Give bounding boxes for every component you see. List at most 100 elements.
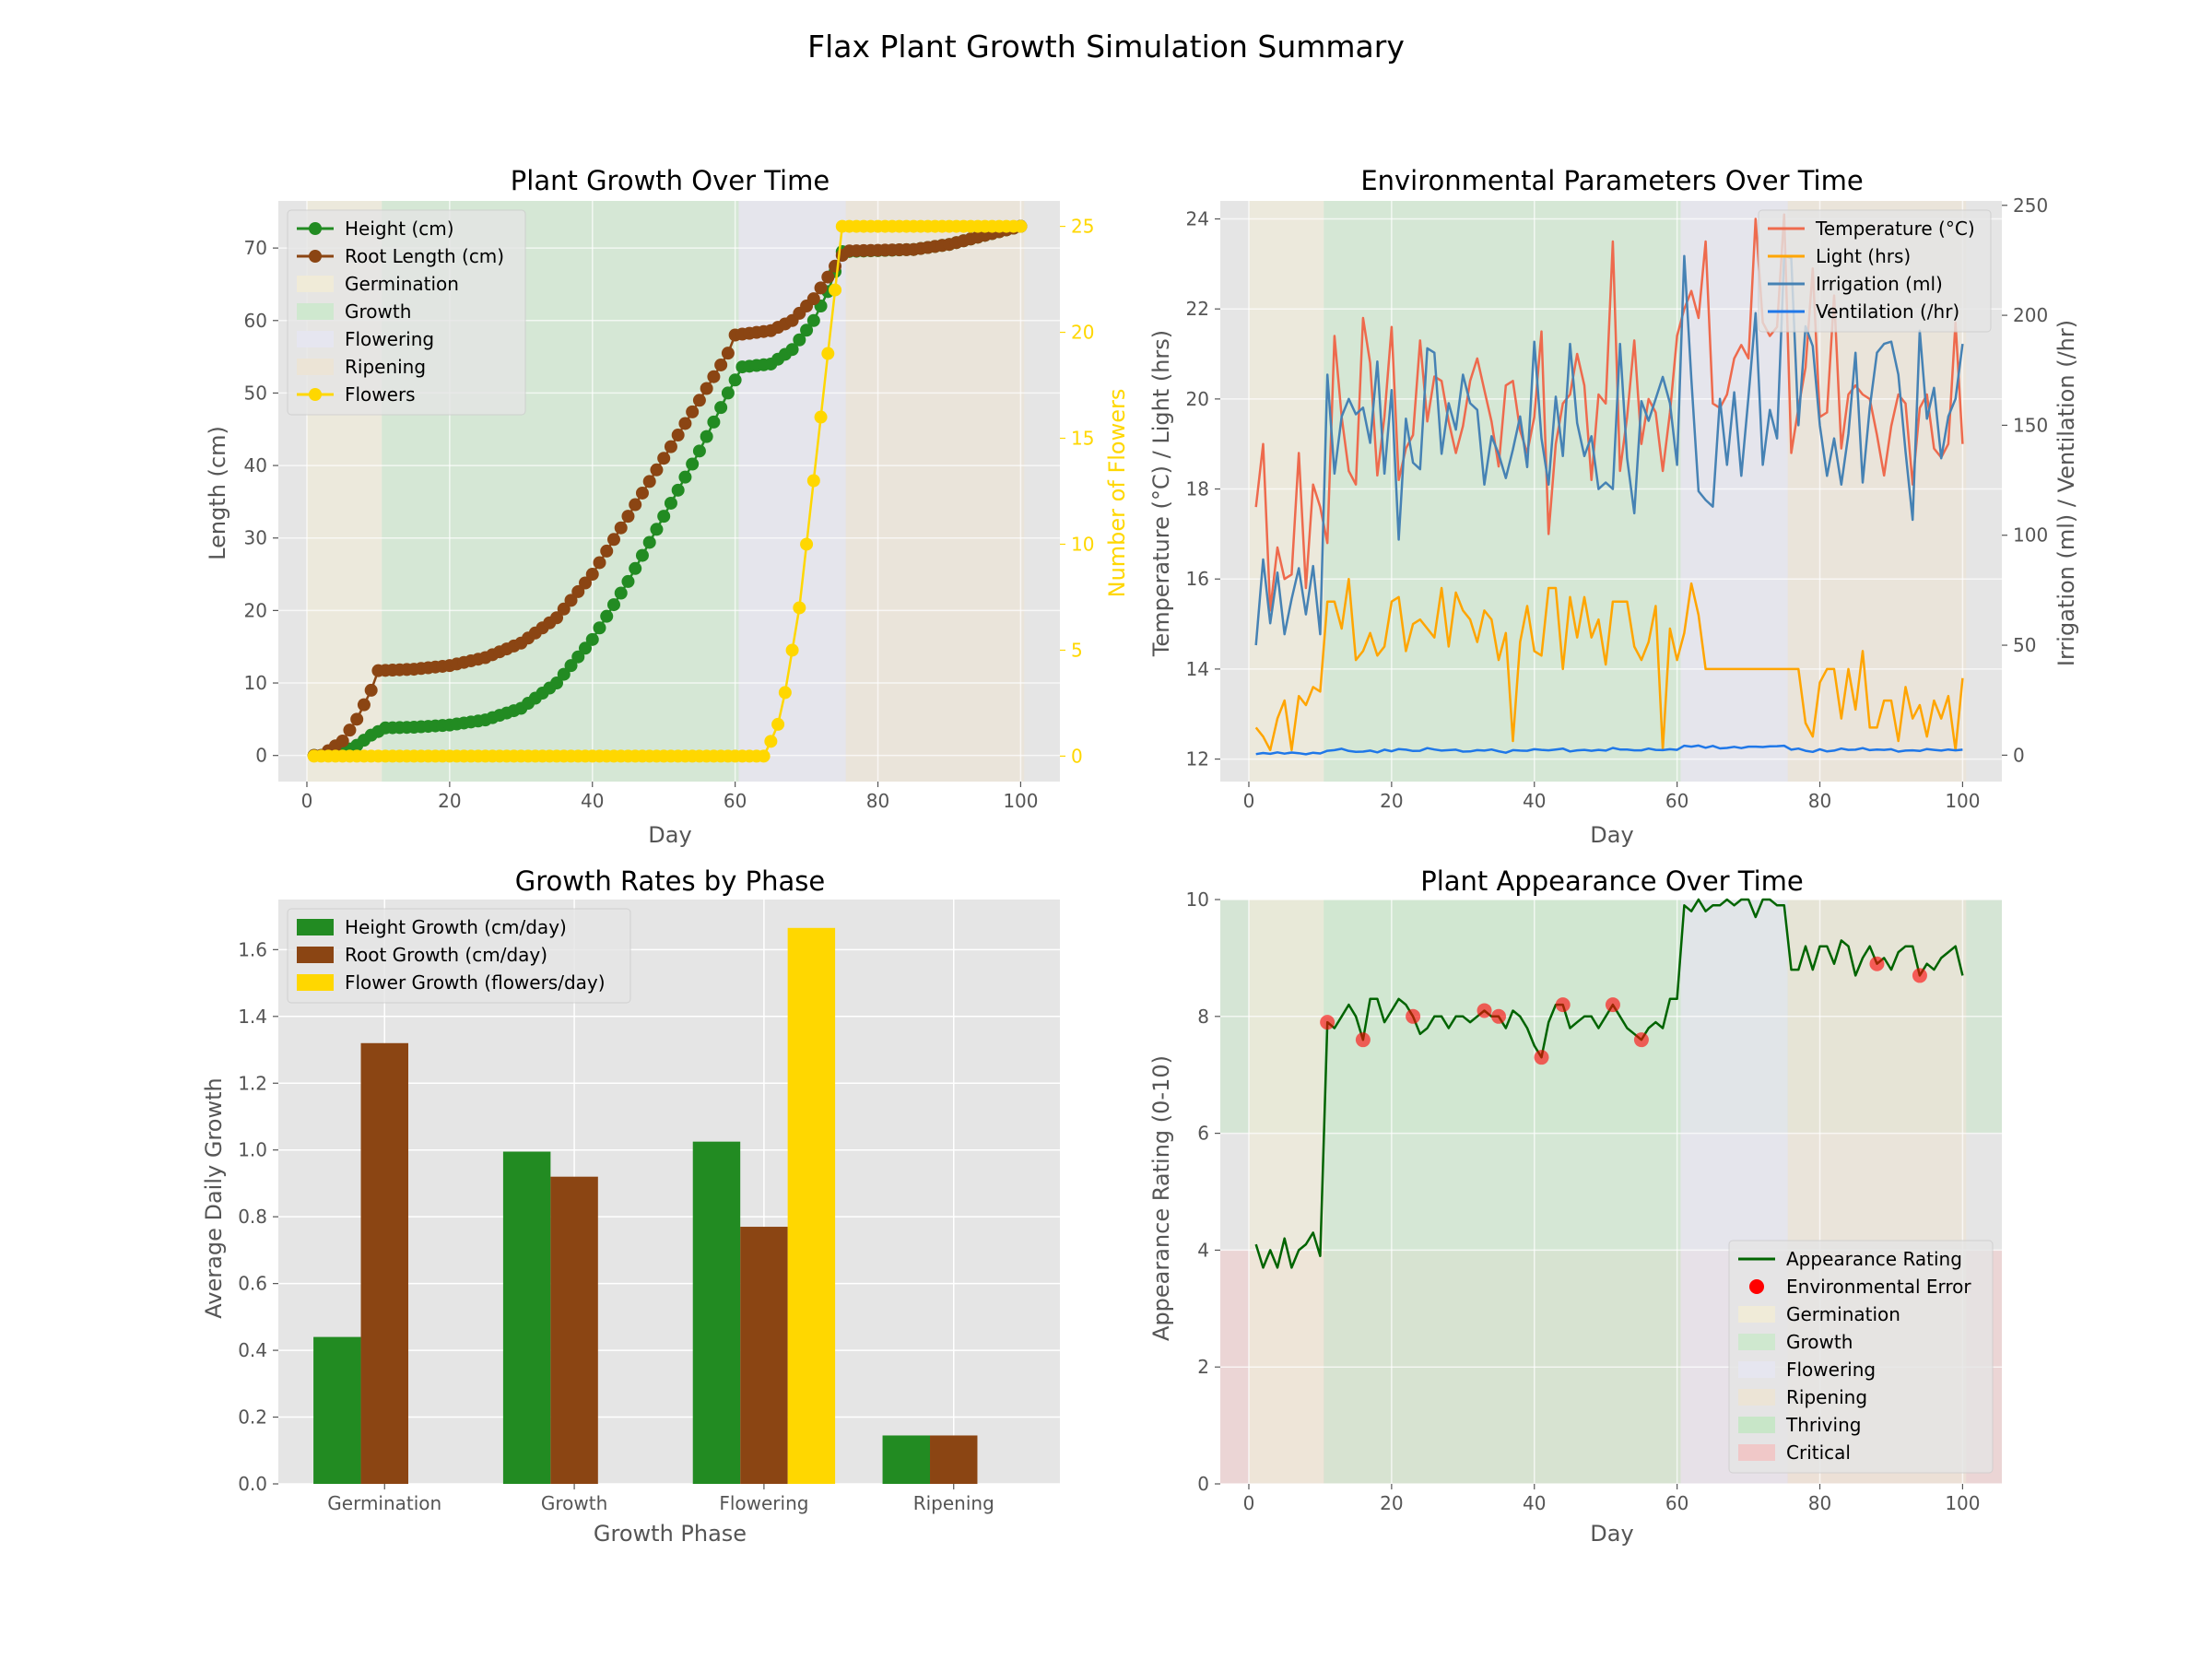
category-label-ripening: Ripening <box>913 1492 994 1514</box>
data-point-root-length-cm <box>714 358 728 371</box>
growth-rates-ytick-label: 1.2 <box>238 1072 267 1094</box>
series-line-temperature-c <box>1254 213 1964 612</box>
growth-rates-legend-entry: Flower Growth (flowers/day) <box>345 971 606 994</box>
bar-flower-growth-flowers-day <box>787 927 836 1484</box>
plant-growth-legend-swatch-patch <box>297 359 334 375</box>
data-point-root-length-cm <box>806 292 820 306</box>
data-point-flowers <box>771 717 785 731</box>
bar-root-growth-cm-day <box>740 1227 788 1484</box>
data-point-root-length-cm <box>700 382 713 395</box>
data-point-height-cm <box>564 659 578 673</box>
environmental-error-point <box>1477 1003 1492 1018</box>
data-point-flowers <box>814 410 828 424</box>
environmental-error-point <box>1406 1008 1421 1024</box>
plant-growth-ytick-right-label: 25 <box>1071 216 1094 238</box>
data-point-root-length-cm <box>593 556 606 570</box>
data-point-root-length-cm <box>600 544 614 558</box>
environment-xtick-label: 40 <box>1523 790 1546 812</box>
appearance-legend-entry: Germination <box>1786 1303 1900 1325</box>
data-point-root-length-cm <box>721 347 735 360</box>
data-point-root-length-cm <box>350 712 364 726</box>
appearance-legend-swatch-patch <box>1738 1361 1775 1378</box>
data-point-height-cm <box>671 483 685 497</box>
data-point-root-length-cm <box>657 452 671 465</box>
data-point-root-length-cm <box>335 734 349 747</box>
environment-layer: 0 20 40 60 80 100 12 14 16 18 20 22 24 0 50 100 150 200 25… <box>1186 194 2049 812</box>
plant-growth-xlabel: Day <box>648 822 691 848</box>
bar-height-growth-cm-day <box>882 1435 931 1484</box>
plant-growth-ytick-right-label: 20 <box>1071 322 1094 344</box>
environment-ytick-right-label: 250 <box>2013 194 2048 217</box>
appearance-legend-entry: Ripening <box>1786 1386 1867 1408</box>
environmental-error-point <box>1320 1015 1335 1030</box>
environmental-error-point <box>1555 997 1571 1013</box>
plant-growth-legend-swatch-patch <box>297 276 334 292</box>
data-point-root-length-cm <box>821 270 835 284</box>
plant-growth-legend-entry: Ripening <box>345 356 426 378</box>
data-point-root-length-cm <box>707 370 721 383</box>
growth-rates-ytick-label: 0.2 <box>238 1406 267 1429</box>
data-point-root-length-cm <box>614 521 628 535</box>
environment-ylabel: Temperature (°C) / Light (hrs) <box>1148 330 1174 657</box>
plant-growth-ylabel-right: Number of Flowers <box>1104 389 1130 598</box>
growth-rates-ytick-label: 1.6 <box>238 938 267 960</box>
appearance-legend-entry: Flowering <box>1786 1359 1876 1381</box>
appearance-xtick-label: 20 <box>1380 1492 1403 1514</box>
plant-growth-ytick-label: 30 <box>244 527 267 549</box>
plant-growth-xtick-label: 100 <box>1003 790 1038 812</box>
plant-growth-legend-box <box>287 209 526 416</box>
environment-legend-entry: Ventilation (/hr) <box>1816 300 1959 323</box>
environment-legend-entry: Light (hrs) <box>1816 245 1911 267</box>
data-point-root-length-cm <box>343 724 357 737</box>
environment-ytick-right-label: 150 <box>2013 414 2048 436</box>
data-point-root-length-cm <box>629 498 642 512</box>
appearance-phase-growth <box>1324 900 1681 1484</box>
environment-xtick-label: 80 <box>1808 790 1831 812</box>
appearance-legend-entry: Critical <box>1786 1441 1851 1464</box>
plant-growth-legend-entry: Height (cm) <box>345 218 454 240</box>
data-point-root-length-cm <box>585 568 599 582</box>
environment-xlabel: Day <box>1590 822 1633 848</box>
data-point-flowers <box>793 601 806 615</box>
plant-growth-ytick-right-label: 15 <box>1071 428 1094 450</box>
data-point-height-cm <box>621 574 635 588</box>
data-point-flowers <box>821 347 835 360</box>
data-point-height-cm <box>593 621 606 635</box>
environment-ytick-label: 12 <box>1186 748 1209 771</box>
appearance-title: Plant Appearance Over Time <box>1420 865 1804 897</box>
environment-ylabel-right: Irrigation (ml) / Ventilation (/hr) <box>2053 320 2079 666</box>
bar-height-growth-cm-day <box>692 1141 741 1484</box>
plant-growth-xtick-label: 20 <box>438 790 461 812</box>
plant-growth-ytick-label: 60 <box>244 310 267 332</box>
appearance-legend-swatch-patch <box>1738 1444 1775 1461</box>
growth-rates-ytick-label: 1.4 <box>238 1006 267 1028</box>
plant-growth-legend-entry: Flowers <box>345 383 416 406</box>
figure-title: Flax Plant Growth Simulation Summary <box>807 29 1405 65</box>
appearance-ytick-label: 0 <box>1197 1473 1209 1495</box>
appearance-xtick-label: 40 <box>1523 1492 1546 1514</box>
growth-rates-legend-box <box>287 908 631 1004</box>
data-point-flowers <box>764 735 778 748</box>
data-point-height-cm <box>686 457 700 471</box>
plant-growth-xtick-label: 0 <box>301 790 313 812</box>
growth-rates-ytick-label: 0.0 <box>238 1473 267 1495</box>
growth-rates-ytick-label: 0.6 <box>238 1273 267 1295</box>
environmental-error-point <box>1633 1032 1649 1048</box>
plant-growth-legend-swatch-marker <box>309 250 322 263</box>
data-point-height-cm <box>793 333 806 347</box>
appearance-xtick-label: 80 <box>1808 1492 1831 1514</box>
appearance-legend-swatch-patch <box>1738 1417 1775 1433</box>
appearance-ytick-label: 8 <box>1197 1006 1209 1028</box>
data-point-root-length-cm <box>606 533 620 547</box>
environment-phase-germination <box>1248 201 1324 782</box>
environment-chart: Environmental Parameters Over Time Day T… <box>1148 165 2079 848</box>
growth-rates-layer: 0.0 0.2 0.4 0.6 0.8 1.0 1.2 1.4 1.6 Germination Gr… <box>238 900 1060 1514</box>
data-point-root-length-cm <box>671 429 685 442</box>
series-line-light-hrs <box>1254 577 1964 752</box>
environment-ytick-right-label: 0 <box>2013 744 2025 766</box>
appearance-xtick-label: 0 <box>1243 1492 1255 1514</box>
plant-growth-legend-entry: Root Length (cm) <box>345 245 504 267</box>
appearance-ylabel: Appearance Rating (0-10) <box>1148 1055 1174 1341</box>
appearance-ytick-label: 10 <box>1186 888 1209 911</box>
data-point-height-cm <box>800 324 814 337</box>
